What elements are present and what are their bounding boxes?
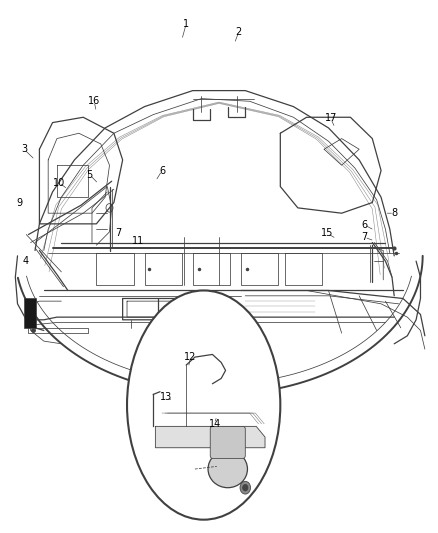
Text: 5: 5	[87, 170, 93, 180]
Circle shape	[243, 484, 248, 491]
Text: 8: 8	[391, 208, 397, 218]
Text: 15: 15	[321, 229, 334, 238]
Text: 7: 7	[361, 232, 367, 242]
Text: 10: 10	[53, 178, 65, 188]
Text: 6: 6	[159, 166, 165, 175]
Text: 6: 6	[361, 220, 367, 230]
Text: 11: 11	[132, 236, 144, 246]
Polygon shape	[155, 426, 265, 448]
Text: 7: 7	[115, 229, 121, 238]
Text: 16: 16	[88, 96, 100, 106]
Text: 3: 3	[21, 144, 27, 154]
Ellipse shape	[127, 290, 280, 520]
Ellipse shape	[208, 450, 247, 488]
Text: 13: 13	[160, 392, 173, 402]
Bar	[24, 298, 36, 328]
Text: 2: 2	[236, 27, 242, 37]
Text: 9: 9	[17, 198, 23, 207]
FancyBboxPatch shape	[210, 426, 245, 458]
Text: 17: 17	[325, 114, 337, 123]
Circle shape	[240, 481, 251, 494]
Text: 1: 1	[183, 19, 189, 29]
Text: 14: 14	[208, 419, 221, 429]
Text: 4: 4	[22, 256, 28, 266]
Text: 12: 12	[184, 352, 197, 362]
